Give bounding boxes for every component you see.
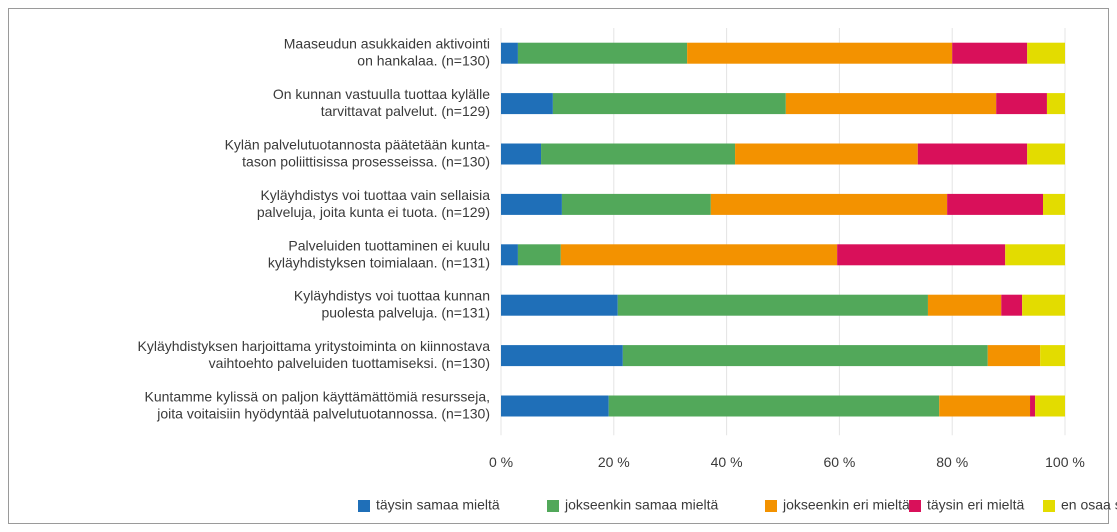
bar-segment [517, 244, 561, 266]
bar-segment [952, 42, 1028, 64]
bar-segment [1035, 395, 1065, 417]
bar-segment [1005, 244, 1065, 266]
bar-segment [1040, 345, 1065, 367]
bar-segment [501, 395, 609, 417]
legend-swatch [765, 500, 777, 512]
bar-segment [1027, 143, 1065, 165]
bar-segment [541, 143, 736, 165]
legend-label: jokseenkin eri mieltä [782, 497, 910, 513]
category-label: Palveluiden tuottaminen ei kuulu kyläyhdi… [268, 237, 490, 270]
bar-segment [501, 143, 542, 165]
bar-segment [917, 143, 1028, 165]
bar-segment [735, 143, 918, 165]
bar-segment [501, 193, 562, 215]
legend-label: en osaa sanoa [1061, 497, 1117, 513]
bar-segment [1027, 42, 1065, 64]
bar-segment [501, 42, 518, 64]
bar-segment [517, 42, 688, 64]
bar-segment [608, 395, 940, 417]
bar-segment [501, 345, 623, 367]
bar-segment [1001, 294, 1023, 316]
bar-segment [1046, 93, 1065, 115]
x-tick-label: 80 % [936, 454, 968, 470]
bar-segment [939, 395, 1031, 417]
legend-swatch [358, 500, 370, 512]
bar-segment [987, 345, 1041, 367]
bar-segment [622, 345, 988, 367]
bar-segment [552, 93, 786, 115]
bar-segment [501, 244, 518, 266]
category-label: Kylän palvelutuotannosta päätetään kunta… [225, 136, 491, 169]
category-label: Kuntamme kylissä on paljon käyttämättömi… [145, 388, 490, 421]
legend-swatch [909, 500, 921, 512]
bar-segment [561, 193, 711, 215]
bar-segment [1043, 193, 1065, 215]
bar-segment [785, 93, 997, 115]
bar-segment [501, 294, 618, 316]
category-label: Kyläyhdistys voi tuottaa kunnan puolesta … [294, 287, 490, 320]
category-label: On kunnan vastuulla tuottaa kylälle tarvi… [273, 86, 490, 119]
legend-label: täysin samaa mieltä [376, 497, 500, 513]
x-tick-label: 60 % [823, 454, 855, 470]
bar-segment [501, 93, 553, 115]
bar-segment [710, 193, 948, 215]
x-tick-label: 20 % [598, 454, 630, 470]
bar-segment [1030, 395, 1036, 417]
category-label: Kyläyhdistyksen harjoittama yritystoimin… [138, 338, 491, 371]
legend-swatch [1043, 500, 1055, 512]
bar-segment [947, 193, 1044, 215]
bar-segment [687, 42, 953, 64]
bar-segment [927, 294, 1002, 316]
category-label: Maaseudun asukkaiden aktivointi on hankal… [284, 35, 490, 68]
bar-segment [1022, 294, 1065, 316]
x-tick-label: 100 % [1045, 454, 1085, 470]
bar-segment [837, 244, 1006, 266]
bar-segment [617, 294, 928, 316]
bar-segment [560, 244, 838, 266]
bar-segment [996, 93, 1047, 115]
legend-label: jokseenkin samaa mieltä [564, 497, 719, 513]
category-label: Kyläyhdistys voi tuottaa vain sellaisia p… [257, 187, 490, 220]
x-tick-label: 40 % [711, 454, 743, 470]
legend-label: täysin eri mieltä [927, 497, 1024, 513]
legend-swatch [547, 500, 559, 512]
frame [8, 8, 1109, 524]
x-tick-label: 0 % [489, 454, 513, 470]
